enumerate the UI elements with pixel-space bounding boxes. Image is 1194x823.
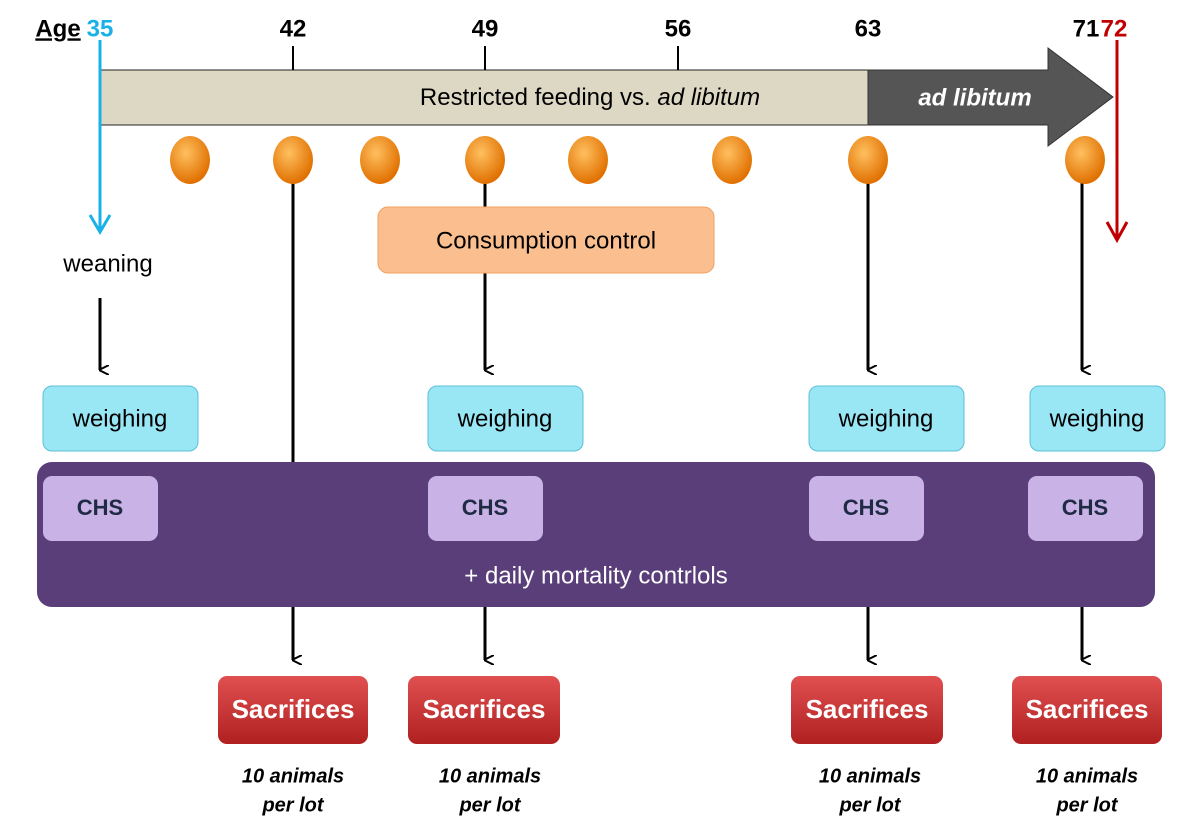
age-label: Age <box>35 15 80 42</box>
weighing-boxes: weighing weighing weighing weighing <box>42 385 1166 452</box>
age: 56 <box>665 15 692 42</box>
age: 42 <box>280 15 307 42</box>
note: per lot <box>261 794 324 816</box>
sacrifices: Sacrifices Sacrifices Sacrifices Sacrifi… <box>218 676 1162 816</box>
note: 10 animals <box>439 765 541 787</box>
feeding-text: Restricted feeding vs. ad libitum <box>420 84 760 111</box>
ad-libitum-arrow <box>867 46 1114 148</box>
consumption-text: Consumption control <box>436 227 656 254</box>
note: per lot <box>1055 794 1118 816</box>
note: per lot <box>838 794 901 816</box>
chs-boxes: CHS CHS CHS CHS <box>43 476 1143 541</box>
consumption-box <box>377 206 715 274</box>
note: 10 animals <box>242 765 344 787</box>
ad-libitum-text: ad libitum <box>918 84 1031 111</box>
chs: CHS <box>1062 495 1108 520</box>
weighing: weighing <box>1049 405 1145 432</box>
age: 71 <box>1073 15 1100 42</box>
dots <box>170 136 1105 184</box>
mortality-text: + daily mortality contrlols <box>464 562 727 589</box>
weaning: weaning <box>62 250 152 277</box>
feeding-bar <box>99 69 869 126</box>
note: 10 animals <box>819 765 921 787</box>
note: 10 animals <box>1036 765 1138 787</box>
weighing: weighing <box>838 405 934 432</box>
chs: CHS <box>843 495 889 520</box>
weighing: weighing <box>72 405 168 432</box>
chs: CHS <box>77 495 123 520</box>
sacrifice-label: Sacrifices <box>232 694 355 724</box>
age: 49 <box>472 15 499 42</box>
note: per lot <box>458 794 521 816</box>
age-ticks: 35 42 49 56 63 71 72 <box>87 15 1128 42</box>
weighing: weighing <box>457 405 553 432</box>
sacrifice-label: Sacrifices <box>1026 694 1149 724</box>
age: 35 <box>87 15 114 42</box>
age: 63 <box>855 15 882 42</box>
sacrifice-label: Sacrifices <box>423 694 546 724</box>
sacrifice-label: Sacrifices <box>806 694 929 724</box>
age: 72 <box>1101 15 1128 42</box>
chs: CHS <box>462 495 508 520</box>
